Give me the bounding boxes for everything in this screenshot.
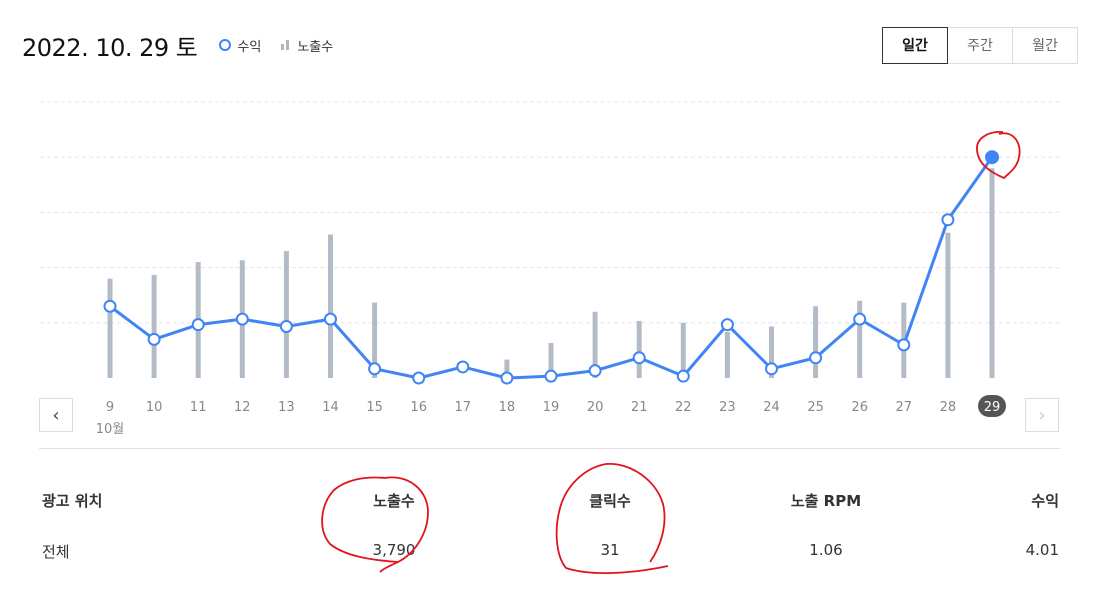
x-tick-label: 11 xyxy=(190,400,207,415)
x-tick-label: 27 xyxy=(896,400,913,415)
revenue-point xyxy=(103,299,117,313)
revenue-point xyxy=(941,213,955,227)
row-impressions: 3,790 xyxy=(372,541,416,559)
x-tick-label: 15 xyxy=(366,400,383,415)
header-clicks: 클릭수 xyxy=(589,492,631,510)
revenue-point xyxy=(765,362,778,376)
impressions-bar xyxy=(151,274,157,378)
daily-chart: 9 10 11 12 13 14 15 16 17 18 19 20 21 22 23 24 25 26 27 28 2… xyxy=(40,101,1062,437)
tab-weekly[interactable]: 주간 xyxy=(947,27,1013,64)
revenue-point xyxy=(235,312,249,326)
tab-daily[interactable]: 일간 xyxy=(882,27,948,64)
chart-legend: 수익 노출수 xyxy=(219,36,353,55)
header-rpm: 노출 RPM xyxy=(790,492,862,510)
revenue-point xyxy=(500,371,514,385)
impressions-bar xyxy=(107,278,113,378)
impressions-bar xyxy=(283,251,289,378)
impressions-bar xyxy=(813,306,819,378)
tab-monthly[interactable]: 월간 xyxy=(1012,27,1078,64)
x-tick-label: 19 xyxy=(543,400,560,415)
impressions-bar xyxy=(989,168,995,378)
legend-revenue-label: 수익 xyxy=(237,39,262,55)
legend-impressions: 노출수 xyxy=(281,36,333,55)
revenue-point xyxy=(897,338,911,352)
revenue-point xyxy=(147,332,161,346)
row-clicks: 31 xyxy=(600,541,620,559)
impressions-bar xyxy=(636,320,642,378)
row-position: 전체 xyxy=(42,543,70,561)
revenue-point xyxy=(456,360,470,374)
x-tick-label: 25 xyxy=(807,400,824,415)
bar-marker-icon xyxy=(281,40,291,50)
impressions-bar xyxy=(372,302,378,378)
x-tick-label: 28 xyxy=(940,400,957,415)
legend-revenue: 수익 xyxy=(219,36,261,55)
revenue-point-selected xyxy=(985,150,999,165)
x-tick-label: 10 xyxy=(146,400,163,415)
revenue-point xyxy=(676,369,690,383)
x-tick-label: 20 xyxy=(587,400,604,415)
x-tick-label: 24 xyxy=(763,400,780,415)
prev-period-button[interactable]: ‹ xyxy=(39,398,73,432)
selected-day-badge xyxy=(978,395,1006,417)
x-tick-label: 17 xyxy=(455,400,472,415)
revenue-point xyxy=(632,351,646,365)
x-tick-label: 14 xyxy=(322,400,339,415)
revenue-point xyxy=(544,369,558,383)
selected-date: 2022. 10. 29 토 xyxy=(22,33,198,62)
revenue-point xyxy=(279,319,293,333)
month-label: 10월 xyxy=(96,422,125,437)
impressions-bar xyxy=(724,332,730,378)
impressions-bar xyxy=(548,343,554,378)
chevron-right-icon: › xyxy=(1038,404,1046,426)
revenue-point xyxy=(191,318,205,332)
impressions-bar xyxy=(504,359,510,378)
x-tick-label: 26 xyxy=(851,400,868,415)
x-tick-label: 21 xyxy=(631,400,648,415)
revenue-point xyxy=(412,371,426,385)
impressions-bar xyxy=(769,326,774,378)
period-toggle: 일간 주간 월간 xyxy=(882,27,1078,64)
impressions-bar xyxy=(328,234,333,378)
line-marker-icon xyxy=(219,39,232,51)
section-divider xyxy=(39,448,1060,449)
revenue-point xyxy=(720,318,734,332)
impressions-bar xyxy=(592,311,598,378)
impressions-bar xyxy=(945,232,951,378)
impressions-bar xyxy=(680,322,686,378)
row-rpm: 1.06 xyxy=(809,541,843,559)
x-tick-label: 16 xyxy=(410,400,427,415)
x-tick-label: 22 xyxy=(675,400,692,415)
revenue-point xyxy=(588,364,602,378)
header-impressions: 노출수 xyxy=(373,492,415,510)
header-ad-position: 광고 위치 xyxy=(42,492,103,510)
x-tick-label: 13 xyxy=(278,400,295,415)
row-revenue: 4.01 xyxy=(1025,541,1059,559)
legend-impressions-label: 노출수 xyxy=(297,39,334,55)
header-revenue: 수익 xyxy=(1031,492,1059,510)
revenue-point xyxy=(853,312,867,326)
impressions-bar xyxy=(857,300,863,378)
x-tick-label: 18 xyxy=(499,400,516,415)
x-tick-label: 12 xyxy=(234,400,251,415)
chart-header: 2022. 10. 29 토 수익 노출수 xyxy=(22,28,353,62)
chevron-left-icon: ‹ xyxy=(52,404,60,426)
revenue-point xyxy=(809,351,823,365)
revenue-point xyxy=(324,312,337,326)
x-tick-label: 23 xyxy=(719,400,736,415)
x-tick-label: 29 xyxy=(984,400,1001,415)
revenue-point xyxy=(368,362,382,376)
next-period-button[interactable]: › xyxy=(1025,398,1059,432)
x-tick-label: 9 xyxy=(106,400,114,415)
